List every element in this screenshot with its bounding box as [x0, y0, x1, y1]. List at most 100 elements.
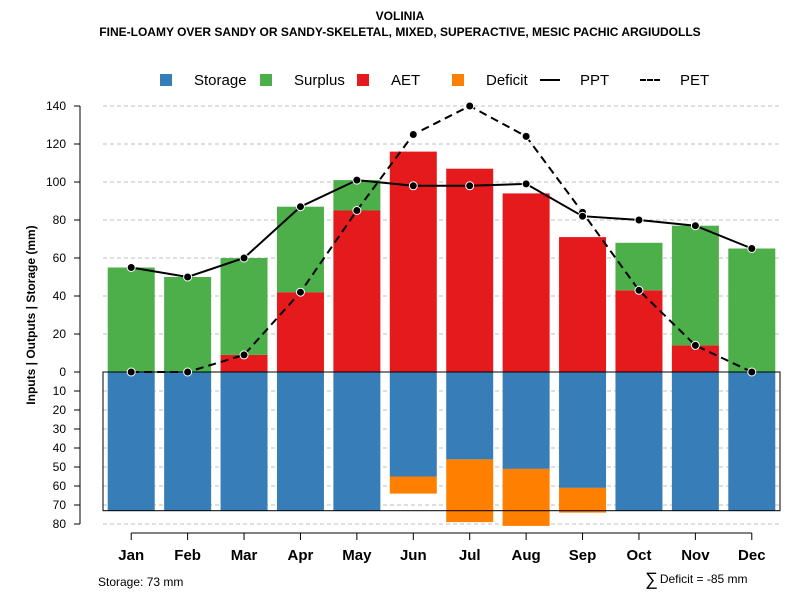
surplus-bar [220, 258, 268, 355]
ppt-point [352, 175, 362, 185]
x-tick-label: Feb [174, 547, 201, 564]
storage-bar [220, 372, 268, 511]
ppt-point [578, 211, 588, 221]
ppt-line [131, 179, 753, 279]
y-tick-label: 20 [53, 403, 67, 417]
x-tick-label: Oct [626, 547, 651, 564]
pet-point [521, 131, 531, 141]
x-tick-label: Apr [288, 547, 314, 564]
legend-label: Storage [194, 71, 247, 89]
storage-bar [671, 372, 719, 511]
y-tick-label: 140 [46, 99, 66, 113]
pet-point [239, 350, 249, 360]
pet-point [126, 367, 136, 377]
aet-bar [276, 292, 324, 372]
surplus-bar [615, 242, 663, 291]
ppt-point [521, 179, 531, 189]
aet-bar [333, 210, 381, 372]
legend-item-aet: AET [357, 70, 420, 90]
pet-point [465, 101, 475, 111]
y-tick-label: 120 [46, 137, 66, 151]
legend-label: PPT [580, 71, 610, 89]
legend-key-ppt [540, 79, 560, 81]
surplus-bar [107, 267, 155, 372]
legend-item-storage: Storage [160, 70, 247, 90]
storage-bar [276, 372, 324, 511]
ppt-point [465, 181, 475, 191]
y-tick-label: 40 [53, 441, 67, 455]
storage-bar [107, 372, 155, 511]
legend-label: PET [680, 71, 710, 89]
aet-bar [220, 354, 268, 372]
legend-item-deficit: Deficit [452, 70, 528, 90]
y-tick-label: 60 [53, 251, 67, 265]
storage-bar [333, 372, 381, 511]
x-tick-label: Aug [512, 547, 541, 564]
aet-bar [502, 193, 550, 372]
legend-key-deficit [452, 74, 464, 86]
legend-item-pet: PET [640, 70, 709, 90]
x-tick-label: May [342, 547, 372, 564]
chart-subtitle: FINE-LOAMY OVER SANDY OR SANDY-SKELETAL,… [99, 25, 701, 39]
legend-label: Surplus [294, 71, 345, 89]
legend-key-pet [640, 79, 660, 81]
ppt-point [239, 253, 249, 263]
pet-point [747, 367, 757, 377]
surplus-bar [276, 206, 324, 293]
chart-title: VOLINIA [375, 9, 425, 23]
aet-bar [615, 290, 663, 372]
ppt-point [408, 181, 418, 191]
legend-key-aet [357, 74, 369, 86]
x-tick-label: Nov [681, 547, 710, 564]
legend-label: Deficit [486, 71, 528, 89]
storage-bar [164, 372, 212, 511]
pet-point [295, 287, 305, 297]
surplus-bar [164, 277, 212, 372]
y-tick-label: 80 [53, 213, 67, 227]
deficit-bar [559, 487, 607, 513]
y-tick-label: 40 [53, 289, 67, 303]
y-tick-label: 60 [53, 479, 67, 493]
storage-bar [446, 372, 494, 460]
deficit-bar [389, 476, 437, 494]
y-tick-label: 50 [53, 460, 67, 474]
ppt-point [747, 244, 757, 253]
pet-line [131, 104, 753, 373]
y-tick-label: 10 [53, 384, 67, 398]
pet-point [690, 340, 700, 350]
x-tick-label: Jul [459, 547, 481, 564]
deficit-bar [446, 459, 494, 523]
aet-bar [559, 237, 607, 372]
surplus-bar [671, 225, 719, 346]
storage-bar [389, 372, 437, 477]
ppt-point [690, 221, 700, 231]
x-tick-label: Jan [118, 547, 144, 564]
storage-bar [728, 372, 776, 511]
ppt-point [183, 272, 193, 282]
y-tick-label: 100 [46, 175, 66, 189]
y-tick-label: 0 [59, 365, 66, 379]
storage-annotation: Storage: 73 mm [98, 575, 184, 589]
x-tick-label: Dec [738, 547, 766, 564]
y-tick-label: 80 [53, 517, 67, 531]
deficit-bar [502, 468, 550, 526]
ppt-point [295, 202, 305, 212]
sigma-symbol: ∑ [645, 569, 658, 589]
ppt-point [634, 215, 644, 225]
pet-point [352, 206, 362, 215]
storage-bar [559, 372, 607, 488]
surplus-bar [728, 248, 776, 372]
y-tick-label: 20 [53, 327, 67, 341]
pet-point [634, 285, 644, 295]
storage-bar [615, 372, 663, 511]
x-tick-label: Mar [231, 547, 258, 564]
legend-key-storage [160, 74, 172, 86]
deficit-text: Deficit = -85 mm [659, 572, 748, 586]
y-tick-label: 30 [53, 422, 67, 436]
y-tick-label: 70 [53, 498, 67, 512]
legend-item-surplus: Surplus [260, 70, 345, 90]
surplus-bar [333, 180, 381, 211]
pet-point [408, 130, 418, 139]
legend-item-ppt: PPT [540, 70, 609, 90]
ppt-point [126, 263, 136, 272]
